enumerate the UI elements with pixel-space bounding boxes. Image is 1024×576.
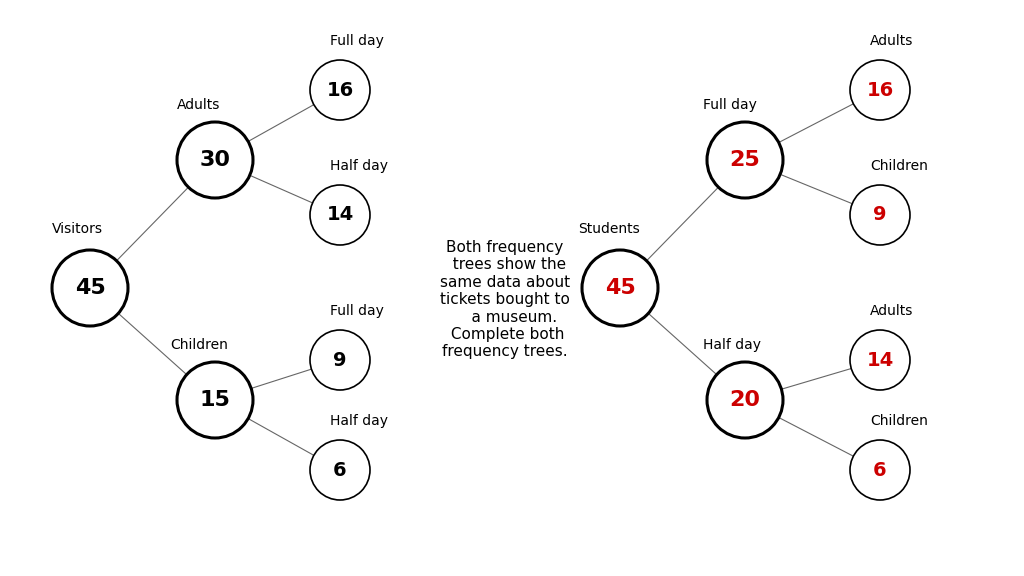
Circle shape [850,330,910,390]
Text: Half day: Half day [330,414,388,428]
Text: 14: 14 [327,206,353,225]
Text: 9: 9 [873,206,887,225]
Text: Children: Children [870,159,928,173]
Circle shape [310,60,370,120]
Text: 45: 45 [604,278,635,298]
Text: 45: 45 [75,278,105,298]
Text: Children: Children [870,414,928,428]
Circle shape [850,440,910,500]
Circle shape [850,185,910,245]
Text: 14: 14 [866,351,894,369]
Text: Both frequency
  trees show the
same data about
tickets bought to
    a museum.
: Both frequency trees show the same data … [440,240,570,359]
Text: Adults: Adults [177,98,220,112]
Text: Students: Students [578,222,640,236]
Circle shape [850,60,910,120]
Text: Adults: Adults [870,34,913,48]
Circle shape [177,122,253,198]
Text: Visitors: Visitors [52,222,103,236]
Text: 16: 16 [327,81,353,100]
Text: 16: 16 [866,81,894,100]
Text: Full day: Full day [330,34,384,48]
Text: Half day: Half day [703,338,761,352]
Circle shape [177,362,253,438]
Circle shape [310,440,370,500]
Text: Children: Children [170,338,228,352]
Text: 9: 9 [333,351,347,369]
Text: 25: 25 [730,150,761,170]
Text: Half day: Half day [330,159,388,173]
Circle shape [707,362,783,438]
Text: Full day: Full day [330,304,384,318]
Circle shape [310,185,370,245]
Text: 15: 15 [200,390,230,410]
Text: 6: 6 [333,460,347,479]
Circle shape [707,122,783,198]
Circle shape [52,250,128,326]
Text: 30: 30 [200,150,230,170]
Circle shape [582,250,658,326]
Text: Full day: Full day [703,98,757,112]
Text: Adults: Adults [870,304,913,318]
Circle shape [310,330,370,390]
Text: 6: 6 [873,460,887,479]
Text: 20: 20 [729,390,761,410]
